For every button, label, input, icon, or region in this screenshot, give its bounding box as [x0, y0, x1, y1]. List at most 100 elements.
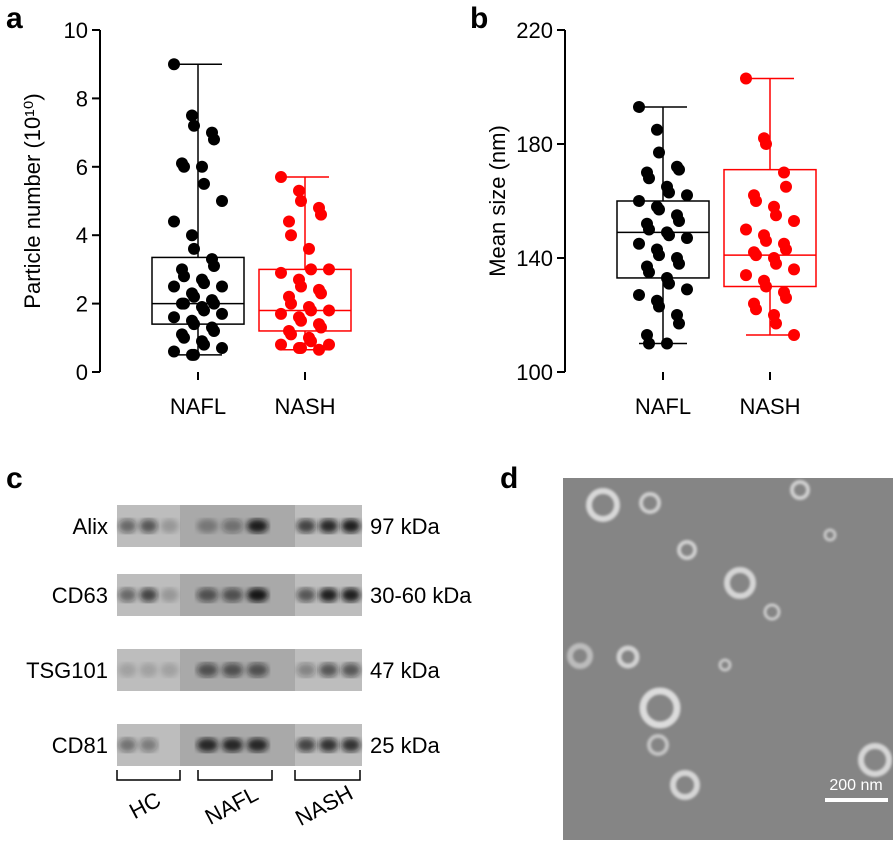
- blot-band: [118, 519, 137, 533]
- data-point: [770, 317, 782, 330]
- data-point: [295, 195, 307, 207]
- x-tick-label: NASH: [274, 394, 335, 419]
- data-point: [295, 280, 307, 293]
- y-tick-label: 180: [516, 132, 553, 157]
- data-point: [788, 328, 800, 341]
- y-tick-label: 0: [76, 360, 88, 385]
- y-tick-label: 4: [76, 223, 88, 248]
- data-point: [633, 195, 645, 207]
- y-axis-label: Mean size (nm): [485, 125, 510, 277]
- data-point: [653, 249, 665, 262]
- data-point: [323, 338, 335, 351]
- group-bracket: [197, 770, 273, 781]
- data-point: [283, 215, 295, 228]
- protein-label: Alix: [73, 514, 108, 539]
- data-point: [663, 186, 675, 199]
- group-label: NASH: [291, 780, 357, 831]
- data-point: [643, 266, 655, 279]
- data-point: [295, 342, 307, 355]
- blot-row: [117, 649, 362, 691]
- data-point: [780, 243, 792, 256]
- size-label: 25 kDa: [370, 733, 440, 758]
- data-point: [198, 304, 210, 317]
- y-tick-label: 6: [76, 155, 88, 180]
- blot-band: [341, 519, 361, 533]
- y-tick-label: 100: [516, 360, 553, 385]
- data-point: [315, 287, 327, 300]
- data-point: [750, 249, 762, 262]
- data-point: [275, 338, 287, 351]
- group-label: NAFL: [201, 781, 262, 829]
- y-axis-label: Particle number (10¹⁰): [20, 93, 45, 308]
- data-point: [633, 237, 645, 250]
- data-point: [673, 257, 685, 270]
- data-point: [178, 160, 190, 173]
- data-point: [275, 266, 287, 279]
- y-tick-label: 220: [516, 18, 553, 43]
- blot-band: [318, 519, 339, 533]
- blot-band: [318, 663, 339, 677]
- data-point: [285, 297, 297, 310]
- data-point: [198, 338, 210, 351]
- data-point: [196, 160, 208, 173]
- blot-band: [296, 588, 316, 602]
- blot-row: [117, 724, 362, 766]
- blot-band: [221, 738, 244, 752]
- blot-band: [318, 738, 339, 752]
- blot-band: [139, 663, 158, 677]
- data-point: [208, 297, 220, 310]
- blot-band: [246, 738, 269, 752]
- data-point: [788, 214, 800, 227]
- data-point: [681, 283, 693, 296]
- data-point: [188, 290, 200, 303]
- blot-band: [221, 663, 244, 677]
- box: [151, 256, 245, 325]
- data-point: [681, 189, 693, 202]
- data-point: [770, 257, 782, 270]
- blot-band: [221, 519, 244, 533]
- data-point: [740, 72, 752, 85]
- data-point: [740, 269, 752, 282]
- size-label: 97 kDa: [370, 514, 440, 539]
- data-point: [168, 311, 180, 324]
- data-point: [208, 324, 220, 337]
- y-tick-label: 10: [64, 18, 88, 43]
- blot-band: [341, 663, 361, 677]
- data-point: [663, 277, 675, 290]
- data-point: [168, 280, 180, 293]
- group-bracket: [116, 770, 181, 781]
- data-point: [188, 348, 200, 361]
- data-point: [178, 270, 190, 283]
- data-point: [740, 223, 752, 236]
- y-tick-label: 140: [516, 246, 553, 271]
- blot-band: [296, 663, 316, 677]
- group-bracket: [294, 770, 361, 781]
- blot-band: [160, 519, 179, 533]
- blot-band: [118, 588, 137, 602]
- data-point: [643, 337, 655, 350]
- data-point: [788, 263, 800, 276]
- blot-band: [296, 738, 316, 752]
- data-point: [760, 138, 772, 150]
- blot-band: [318, 588, 339, 602]
- data-point: [653, 300, 665, 313]
- data-point: [673, 317, 685, 330]
- data-point: [208, 133, 220, 146]
- data-point: [186, 229, 198, 242]
- data-point: [303, 242, 315, 255]
- data-point: [663, 229, 675, 242]
- panel-label: b: [470, 2, 488, 35]
- data-point: [323, 263, 335, 276]
- data-point: [275, 307, 287, 320]
- data-point: [168, 215, 180, 228]
- data-point: [633, 100, 645, 113]
- blot-band: [341, 738, 361, 752]
- data-point: [305, 335, 317, 348]
- scale-bar-label: 200 nm: [829, 777, 882, 794]
- data-point: [285, 328, 297, 341]
- blot-band: [196, 663, 219, 677]
- panel-label: c: [6, 462, 23, 495]
- panel-label: a: [6, 2, 23, 35]
- blot-band: [139, 738, 158, 752]
